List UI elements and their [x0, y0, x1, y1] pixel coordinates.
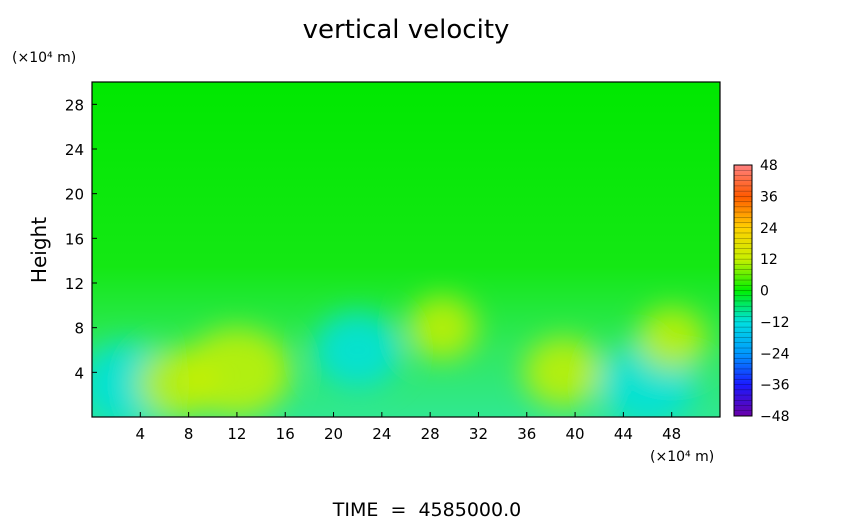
colorbar-frame	[733, 164, 753, 417]
chart-title: vertical velocity	[303, 15, 510, 45]
x-axis: 4 8 12 16 20 24 28 32 36 40 44 48	[136, 412, 681, 443]
field-feature-2	[183, 327, 291, 417]
colorbar-tick-label: 24	[760, 221, 778, 237]
x-tick-label: 32	[469, 425, 488, 443]
x-tick-label: 48	[662, 425, 681, 443]
field-feature-7	[637, 307, 707, 371]
x-axis-unit: (×10⁴ m)	[650, 449, 714, 465]
y-tick-label: 4	[74, 364, 84, 382]
y-tick-label: 16	[65, 230, 84, 248]
x-tick-label: 12	[227, 425, 246, 443]
field-feature-4	[407, 296, 477, 360]
field-feature-5	[523, 337, 603, 408]
x-tick-label: 36	[517, 425, 536, 443]
time-readout: TIME = 4585000.0	[332, 499, 521, 519]
colorbar-tick-label: 36	[760, 189, 778, 205]
colorbar-tick-label: 12	[760, 252, 778, 268]
y-axis-label: Height	[27, 217, 51, 283]
x-tick-label: 44	[614, 425, 633, 443]
x-tick-label: 4	[136, 425, 146, 443]
colorbar: 48 36 24 12 0 −12 −24 −36 −48	[733, 158, 790, 425]
x-tick-label: 40	[566, 425, 585, 443]
colorbar-tick-label: −24	[760, 346, 790, 362]
field-feature-3	[313, 312, 402, 388]
y-tick-label: 24	[65, 141, 84, 159]
y-axis-unit: (×10⁴ m)	[12, 50, 76, 66]
x-tick-label: 28	[421, 425, 440, 443]
x-tick-label: 16	[276, 425, 295, 443]
plot-area	[92, 82, 720, 417]
colorbar-tick-label: −48	[760, 409, 790, 425]
y-tick-label: 28	[65, 96, 84, 114]
y-axis: 4 8 12 16 20 24 28	[65, 96, 97, 382]
colorbar-tick-label: 48	[760, 158, 778, 174]
plot-frame	[91, 81, 721, 418]
x-tick-label: 8	[184, 425, 194, 443]
x-tick-label: 24	[372, 425, 391, 443]
y-tick-label: 12	[65, 275, 84, 293]
colorbar-tick-label: 0	[760, 284, 769, 300]
colorbar-tick-label: −36	[760, 378, 790, 394]
x-tick-label: 20	[324, 425, 343, 443]
colorbar-tick-label: −12	[760, 315, 790, 331]
field-features	[92, 296, 707, 417]
y-tick-label: 8	[74, 320, 84, 338]
y-tick-label: 20	[65, 186, 84, 204]
